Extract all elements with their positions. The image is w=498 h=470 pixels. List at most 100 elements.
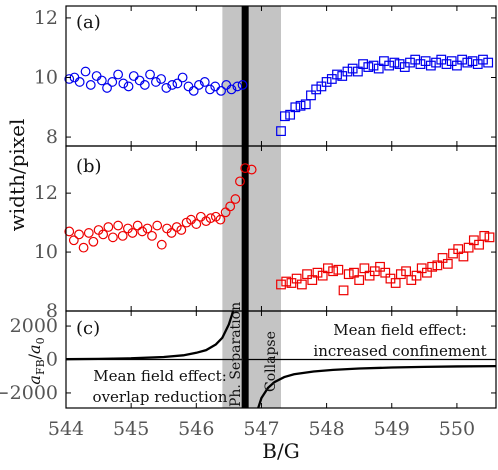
ylabel-c-a: a [25, 375, 44, 385]
point-a-0-19 [167, 80, 178, 90]
point-a-0-30 [226, 84, 237, 95]
annot-overlap-l2: overlap reduction [93, 388, 228, 406]
xtick-label-4: 548 [308, 418, 344, 440]
point-a-1-35 [457, 54, 468, 65]
point-b-1-29 [427, 261, 438, 272]
point-b-1-32 [442, 258, 453, 269]
y-axis-title: width/pixel [5, 119, 29, 232]
point-a-1-22 [389, 57, 400, 68]
point-b-1-20 [380, 267, 391, 278]
xtick-label-3: 547 [243, 418, 279, 440]
annot-collapse: Collapse [263, 331, 279, 392]
point-a-0-0 [64, 74, 75, 84]
point-a-1-3 [290, 102, 301, 113]
point-a-1-9 [321, 77, 332, 87]
point-a-0-32 [237, 80, 248, 90]
point-b-0-13 [127, 228, 138, 238]
point-b-0-31 [215, 214, 226, 225]
point-a-1-1 [280, 111, 290, 122]
point-b-0-34 [230, 194, 241, 204]
point-a-0-18 [161, 83, 172, 93]
point-b-0-0 [64, 226, 75, 237]
point-b-0-36 [240, 163, 251, 173]
point-b-0-29 [205, 213, 216, 224]
xtick-label-1: 545 [113, 418, 149, 440]
svg-text:aFB/a0: aFB/a0 [25, 337, 47, 384]
point-b-0-15 [137, 226, 148, 237]
point-b-1-24 [401, 266, 411, 277]
ytick-label-1-1: 10 [34, 241, 58, 263]
point-a-0-22 [183, 81, 194, 92]
point-a-1-13 [342, 66, 353, 77]
point-a-0-4 [85, 80, 96, 90]
point-a-0-25 [199, 77, 210, 87]
point-a-0-5 [91, 71, 102, 81]
point-b-1-23 [395, 269, 406, 280]
point-a-0-21 [177, 72, 188, 83]
point-b-1-7 [312, 267, 323, 278]
phase-region-band [222, 6, 281, 408]
annot-overlap-l1: Mean field effect: [93, 367, 227, 385]
point-a-0-9 [113, 69, 124, 80]
point-b-1-16 [359, 263, 370, 274]
point-b-1-35 [458, 251, 469, 262]
point-b-1-13 [343, 269, 354, 280]
point-b-1-5 [302, 269, 312, 280]
point-a-1-23 [394, 59, 405, 69]
series-a-1 [276, 54, 494, 137]
point-b-1-30 [432, 260, 443, 271]
point-b-1-11 [333, 264, 344, 275]
ytick-label-2-1: 0 [46, 349, 58, 371]
point-a-0-24 [194, 80, 204, 90]
point-b-0-35 [235, 176, 245, 187]
point-b-0-4 [83, 228, 94, 238]
point-b-0-9 [108, 232, 118, 243]
ytick-label-2-2: 2000 [10, 315, 58, 337]
point-b-0-33 [225, 201, 236, 212]
point-b-0-16 [142, 223, 153, 234]
point-a-1-17 [363, 62, 374, 72]
point-a-0-6 [96, 75, 107, 86]
point-b-1-10 [328, 266, 339, 277]
ytick-label-1-2: 12 [34, 182, 58, 204]
y-axis-title-c: aFB/a0 [25, 337, 47, 384]
xtick-label-0: 544 [48, 418, 84, 440]
ylabel-c-0: 0 [34, 337, 47, 344]
point-a-1-30 [431, 57, 441, 68]
point-a-1-32 [441, 59, 452, 69]
point-b-0-10 [113, 220, 124, 231]
point-b-0-14 [132, 220, 143, 231]
point-a-1-0 [276, 126, 286, 137]
point-a-1-39 [478, 54, 488, 65]
point-a-0-12 [128, 71, 139, 81]
point-b-0-1 [68, 235, 79, 246]
ytick-label-0-0: 8 [46, 126, 58, 148]
annot-confinement-l2: increased confinement [313, 342, 486, 360]
point-b-1-19 [375, 261, 385, 272]
point-a-0-2 [74, 77, 85, 87]
point-b-0-23 [176, 225, 187, 235]
point-b-1-22 [390, 278, 401, 288]
point-b-1-9 [323, 263, 333, 274]
point-b-0-7 [98, 229, 109, 240]
line-c-0 [66, 311, 235, 361]
point-b-1-6 [307, 275, 318, 285]
annot-ph-separation: Ph. Separation [228, 302, 244, 407]
ytick-label-0-2: 12 [34, 7, 58, 29]
point-a-0-23 [188, 85, 199, 96]
point-a-1-19 [373, 63, 384, 74]
point-b-0-21 [166, 228, 177, 238]
panel-b-tag: (b) [76, 156, 102, 177]
series-b-1 [276, 230, 495, 296]
point-a-0-3 [80, 66, 91, 77]
point-b-0-8 [103, 222, 114, 232]
point-a-0-11 [123, 81, 134, 92]
point-a-1-21 [384, 60, 395, 71]
point-b-0-2 [74, 229, 84, 240]
point-b-1-38 [474, 239, 484, 250]
point-a-0-26 [205, 84, 215, 95]
point-b-1-39 [479, 230, 490, 241]
point-b-0-37 [246, 164, 257, 175]
point-a-1-14 [347, 63, 358, 74]
point-a-0-8 [107, 77, 118, 87]
